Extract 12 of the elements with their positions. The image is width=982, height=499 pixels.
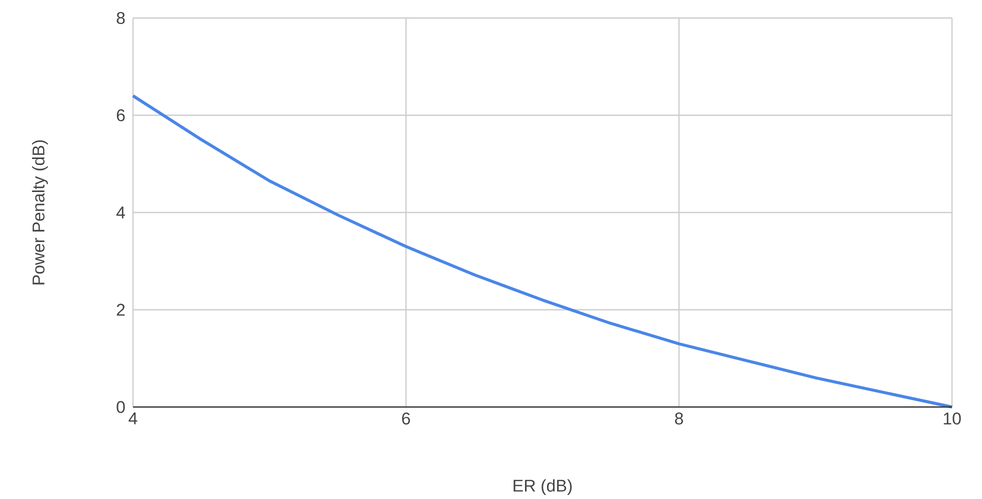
- x-tick-label: 4: [128, 412, 138, 424]
- y-tick-label: 4: [116, 206, 125, 218]
- y-tick-label: 2: [116, 304, 125, 316]
- x-axis-title: ER (dB): [514, 479, 572, 496]
- x-tick-label: 6: [402, 412, 410, 425]
- y-tick-label: 6: [116, 109, 125, 122]
- y-axis-title: Power Penalty (dB): [32, 140, 48, 284]
- y-tick-label: 0: [116, 400, 125, 414]
- y-tick-label: 8: [116, 12, 125, 24]
- line-series: [132, 94, 954, 408]
- x-tick-label: 8: [675, 412, 683, 425]
- x-tick-label: 10: [944, 412, 961, 425]
